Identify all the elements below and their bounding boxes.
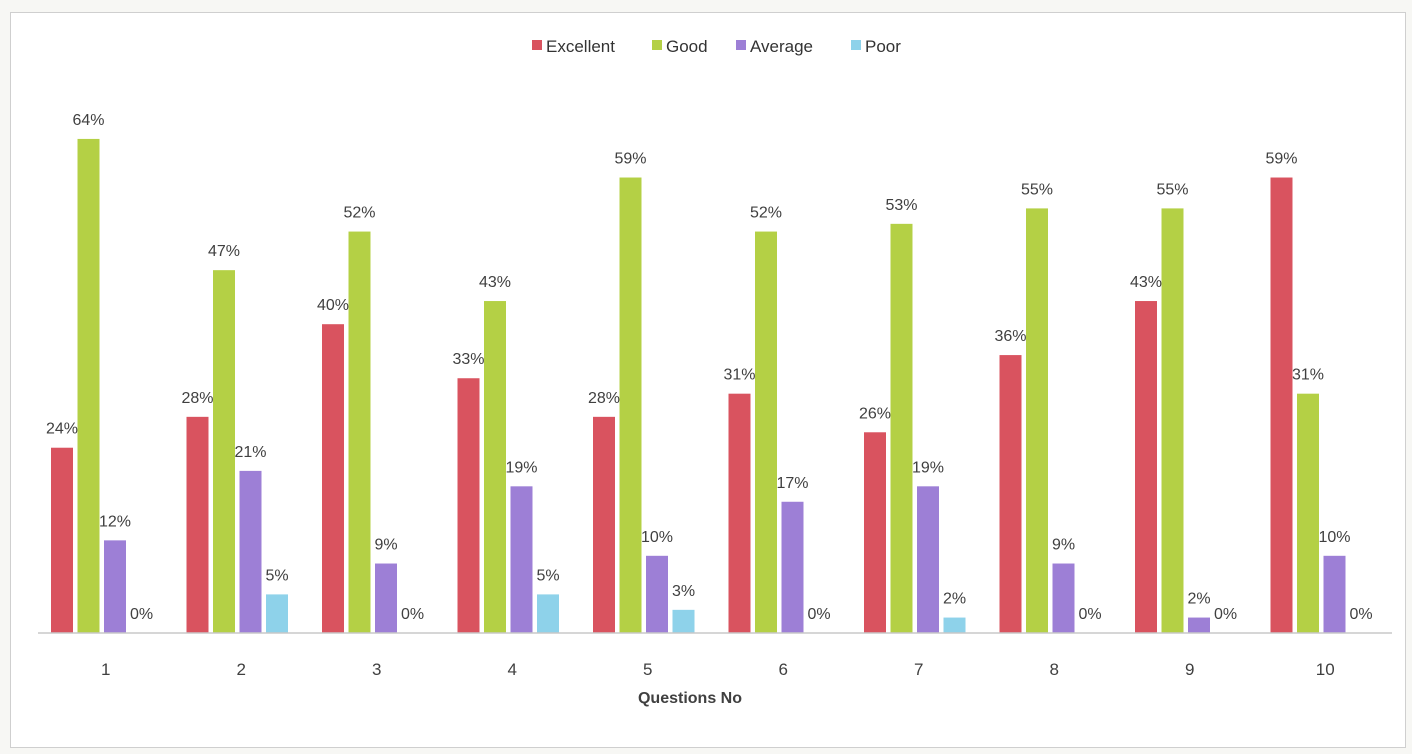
data-label-average-q9: 2%	[1187, 591, 1210, 608]
data-label-average-q6: 17%	[776, 475, 808, 492]
data-label-good-q7: 53%	[885, 197, 917, 214]
data-label-good-q1: 64%	[72, 112, 104, 129]
data-label-excellent-q7: 26%	[859, 405, 891, 422]
bar-average-q9	[1188, 617, 1210, 633]
x-tick-label: 8	[1050, 660, 1059, 679]
bar-average-q2	[239, 470, 262, 633]
data-label-poor-q9: 0%	[1214, 606, 1237, 623]
data-label-excellent-q1: 24%	[46, 421, 78, 438]
bar-excellent-q1	[51, 447, 73, 633]
data-label-good-q2: 47%	[208, 243, 240, 260]
data-label-average-q8: 9%	[1052, 537, 1075, 554]
bar-excellent-q7	[864, 432, 886, 633]
data-label-average-q7: 19%	[912, 459, 944, 476]
bar-poor-q2	[266, 594, 288, 633]
data-label-excellent-q10: 59%	[1265, 151, 1297, 168]
x-tick-label: 3	[372, 660, 381, 679]
bar-good-q8	[1026, 208, 1048, 633]
x-tick-label: 5	[643, 660, 652, 679]
bar-good-q3	[348, 231, 371, 633]
data-label-excellent-q5: 28%	[588, 390, 620, 407]
bar-good-q1	[77, 138, 100, 634]
data-label-excellent-q9: 43%	[1130, 274, 1162, 291]
data-label-poor-q2: 5%	[265, 567, 288, 584]
legend-swatch-excellent	[532, 40, 542, 50]
data-label-excellent-q8: 36%	[994, 328, 1026, 345]
x-tick-label: 4	[508, 660, 517, 679]
data-label-good-q5: 59%	[614, 151, 646, 168]
bar-excellent-q5	[593, 416, 615, 633]
bar-average-q4	[510, 486, 533, 633]
data-label-good-q9: 55%	[1156, 181, 1188, 198]
data-label-average-q10: 10%	[1318, 529, 1350, 546]
data-label-good-q3: 52%	[343, 205, 375, 222]
bar-average-q1	[104, 540, 126, 633]
data-label-average-q1: 12%	[99, 513, 131, 530]
bar-excellent-q4	[457, 378, 480, 633]
x-tick-label: 6	[779, 660, 788, 679]
data-label-excellent-q6: 31%	[723, 367, 755, 384]
bar-good-q7	[890, 223, 913, 633]
data-label-poor-q10: 0%	[1349, 606, 1372, 623]
bar-good-q5	[619, 177, 642, 633]
bar-average-q3	[375, 563, 397, 633]
x-tick-label: 10	[1316, 660, 1335, 679]
data-label-poor-q6: 0%	[807, 606, 830, 623]
bar-excellent-q6	[728, 393, 751, 633]
bar-poor-q4	[537, 594, 559, 633]
legend-label-average: Average	[750, 37, 813, 56]
bar-excellent-q9	[1135, 301, 1157, 633]
bar-poor-q5	[672, 609, 695, 633]
x-tick-label: 7	[914, 660, 923, 679]
bar-excellent-q10	[1270, 177, 1293, 633]
data-label-excellent-q2: 28%	[181, 390, 213, 407]
bar-poor-q7	[943, 617, 966, 633]
bar-excellent-q8	[999, 355, 1022, 633]
data-label-poor-q1: 0%	[130, 606, 153, 623]
x-tick-labels: 1 2 3 4 5 6 7 8 9 10	[101, 660, 1335, 679]
legend: Excellent Good Average Poor	[532, 37, 901, 56]
data-labels: 24% 64% 12% 0% 28% 47% 21% 5% 40% 52% 9% 0% 33% 43% 19…	[46, 112, 1373, 623]
data-label-average-q4: 19%	[505, 459, 537, 476]
bar-average-q8	[1052, 563, 1075, 633]
bar-excellent-q3	[322, 324, 344, 633]
x-tick-label: 1	[101, 660, 110, 679]
data-label-average-q5: 10%	[641, 529, 673, 546]
data-label-excellent-q3: 40%	[317, 297, 349, 314]
legend-swatch-poor	[851, 40, 861, 50]
data-label-good-q4: 43%	[479, 274, 511, 291]
bar-good-q4	[484, 301, 506, 633]
data-label-average-q3: 9%	[374, 537, 397, 554]
data-label-poor-q8: 0%	[1078, 606, 1101, 623]
data-label-average-q2: 21%	[234, 444, 266, 461]
bar-good-q9	[1161, 208, 1184, 633]
bar-excellent-q2	[186, 416, 209, 633]
data-label-poor-q3: 0%	[401, 606, 424, 623]
legend-label-excellent: Excellent	[546, 37, 615, 56]
bar-average-q6	[781, 501, 804, 633]
data-label-excellent-q4: 33%	[452, 351, 484, 368]
x-tick-label: 9	[1185, 660, 1194, 679]
legend-swatch-average	[736, 40, 746, 50]
x-axis-title: Questions No	[638, 690, 742, 707]
data-label-poor-q5: 3%	[672, 583, 695, 600]
data-label-poor-q7: 2%	[943, 591, 966, 608]
legend-label-good: Good	[666, 37, 708, 56]
bar-average-q7	[917, 486, 939, 633]
bar-good-q10	[1297, 393, 1319, 633]
x-tick-label: 2	[237, 660, 246, 679]
data-label-good-q8: 55%	[1021, 181, 1053, 198]
bars	[51, 138, 1346, 634]
legend-swatch-good	[652, 40, 662, 50]
bar-good-q6	[755, 231, 777, 633]
data-label-poor-q4: 5%	[536, 567, 559, 584]
data-label-good-q10: 31%	[1292, 367, 1324, 384]
bar-average-q5	[646, 555, 668, 633]
bar-average-q10	[1323, 555, 1346, 633]
bar-good-q2	[213, 270, 235, 633]
data-label-good-q6: 52%	[750, 205, 782, 222]
legend-label-poor: Poor	[865, 37, 901, 56]
